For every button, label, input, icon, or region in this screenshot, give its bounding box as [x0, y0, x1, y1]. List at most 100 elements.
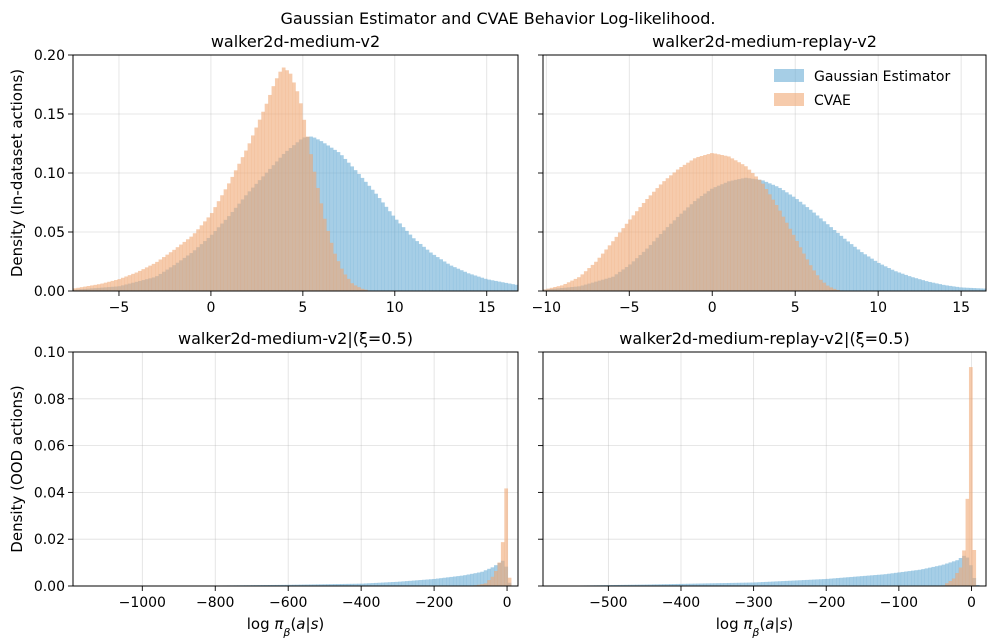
- x-tick-label: −200: [807, 595, 845, 611]
- histogram-bar: [907, 276, 912, 291]
- histogram-bar: [418, 243, 423, 291]
- histogram-bar: [322, 584, 327, 586]
- histogram-bar: [893, 572, 898, 586]
- histogram-bar: [617, 584, 622, 586]
- histogram-bar: [459, 575, 464, 586]
- histogram-bar: [566, 282, 571, 291]
- legend-label-cvae: CVAE: [814, 93, 851, 109]
- histogram-bar: [911, 570, 915, 586]
- series-cvae: [470, 488, 512, 586]
- histogram-bar: [822, 221, 827, 291]
- histogram-bar: [168, 252, 173, 291]
- histogram-bar: [360, 177, 365, 291]
- histogram-bar: [490, 576, 495, 586]
- panel-title: walker2d-medium-v2: [211, 32, 380, 51]
- histogram-bar: [887, 573, 891, 586]
- histogram-bar: [825, 224, 830, 291]
- x-tick-label: 0: [967, 595, 976, 611]
- histogram-bar: [968, 367, 973, 586]
- figure-title: Gaussian Estimator and CVAE Behavior Log…: [281, 9, 716, 28]
- histogram-bar: [624, 584, 629, 586]
- histogram-bar: [326, 230, 331, 291]
- histogram-bar: [560, 285, 564, 291]
- histogram-bar: [374, 193, 378, 291]
- histogram-bar: [298, 103, 303, 291]
- histogram-bar: [887, 268, 891, 291]
- histogram-bar: [750, 582, 755, 586]
- panel-title: walker2d-medium-replay-v2|(ξ=0.5): [619, 329, 909, 348]
- histogram-bar: [274, 78, 279, 291]
- histogram-bar: [138, 270, 142, 291]
- histogram-bar: [353, 170, 358, 291]
- histogram-bar: [285, 70, 289, 291]
- histogram-bar: [795, 580, 799, 586]
- histogram-bar: [597, 257, 602, 291]
- histogram-bar: [398, 223, 402, 291]
- histogram-bar: [500, 542, 505, 586]
- histogram-bar: [553, 286, 557, 291]
- histogram-bar: [504, 282, 509, 291]
- histogram-bar: [975, 584, 980, 586]
- histogram-bar: [415, 241, 420, 291]
- histogram-bar: [897, 572, 902, 586]
- histogram-bar: [723, 583, 728, 586]
- histogram-bar: [346, 583, 351, 586]
- histogram-bar: [405, 230, 409, 291]
- histogram-bar: [866, 256, 871, 291]
- x-tick-label: −300: [734, 595, 772, 611]
- histogram-bar: [829, 287, 833, 291]
- y-tick-label: 0.04: [34, 485, 65, 501]
- histogram-bar: [832, 230, 837, 291]
- histogram-bar: [76, 287, 81, 291]
- histogram-bar: [326, 584, 331, 586]
- histogram-bar: [233, 170, 238, 291]
- histogram-bar: [689, 583, 694, 586]
- histogram-bar: [381, 582, 385, 586]
- histogram-bar: [298, 584, 303, 586]
- histogram-bar: [859, 576, 864, 586]
- histogram-bar: [876, 574, 881, 586]
- histogram-bar: [357, 173, 361, 291]
- histogram-bar: [812, 579, 816, 586]
- histogram-bar: [363, 583, 368, 586]
- histogram-bar: [507, 283, 512, 291]
- histogram-bar: [446, 263, 450, 291]
- histogram-bar: [587, 268, 592, 291]
- histogram-bar: [873, 575, 878, 586]
- x-tick-label: −500: [589, 595, 627, 611]
- histogram-bar: [723, 155, 728, 291]
- histogram-bar: [880, 264, 885, 291]
- histogram-bar: [955, 572, 960, 586]
- x-axis-label: log πβ(a|s): [716, 615, 794, 639]
- histogram-bar: [590, 264, 595, 291]
- histogram-bar: [979, 288, 983, 291]
- histogram-bar: [737, 582, 741, 586]
- histogram-bar: [706, 583, 711, 586]
- histogram-bar: [487, 279, 491, 291]
- histogram-bar: [268, 94, 272, 291]
- histogram-bar: [346, 278, 351, 291]
- histogram-bar: [801, 204, 806, 291]
- histogram-bar: [377, 198, 382, 291]
- histogram-bar: [216, 201, 221, 291]
- histogram-bar: [788, 580, 793, 586]
- histogram-bar: [134, 272, 139, 291]
- histogram-bar: [934, 566, 939, 586]
- x-tick-label: 10: [386, 300, 404, 316]
- histogram-bar: [641, 584, 646, 586]
- histogram-bar: [621, 228, 626, 291]
- histogram-bars: [543, 153, 986, 291]
- histogram-bar: [329, 242, 334, 291]
- histogram-bar: [340, 583, 344, 586]
- histogram-bar: [904, 274, 908, 291]
- histogram-bar: [343, 274, 348, 291]
- histogram-bar: [449, 576, 454, 586]
- histogram-bar: [859, 252, 864, 291]
- histogram-bar: [754, 582, 758, 586]
- histogram-bar: [805, 207, 810, 291]
- histogram-bar: [883, 266, 888, 291]
- histogram-bar: [96, 284, 101, 291]
- histogram-bar: [975, 288, 980, 291]
- histogram-bar: [795, 241, 799, 291]
- histogram-bar: [329, 147, 334, 291]
